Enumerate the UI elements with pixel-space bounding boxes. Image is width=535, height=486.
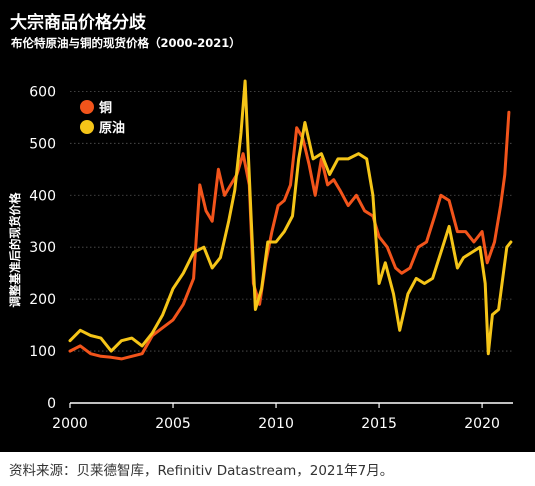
y-tick-label: 0 [47,396,56,412]
series-lines [68,79,513,361]
y-tick-label: 400 [29,188,56,204]
legend-label: 原油 [99,120,125,136]
y-tick-label: 600 [29,84,56,100]
x-tick-label: 2000 [52,416,88,432]
x-tick-label: 2005 [155,416,191,432]
y-tick-label: 200 [29,292,56,308]
series-line [68,79,513,356]
series-line [68,110,511,361]
legend: 铜原油 [80,100,125,136]
y-tick-label: 100 [29,344,56,360]
axes: 0 100 200 300 400 500 600 2000 2005 2010 2015 2020 [29,84,513,432]
y-tick-label: 500 [29,136,56,152]
x-tick-label: 2015 [361,416,397,432]
source-note: 资料来源：贝莱德智库，Refinitiv Datastream，2021年7月。 [9,463,394,479]
chart-title: 大宗商品价格分歧 [10,13,146,33]
legend-swatch [80,100,94,114]
x-tick-label: 2010 [258,416,294,432]
legend-label: 铜 [98,100,112,116]
y-axis-label: 调整基准后的现货价格 [8,192,22,307]
chart-subtitle: 布伦特原油与铜的现货价格（2000-2021） [11,36,241,50]
grid-lines [70,90,513,352]
chart-panel [0,0,535,452]
y-tick-label: 300 [29,240,56,256]
legend-swatch [80,120,94,134]
x-tick-label: 2020 [464,416,500,432]
